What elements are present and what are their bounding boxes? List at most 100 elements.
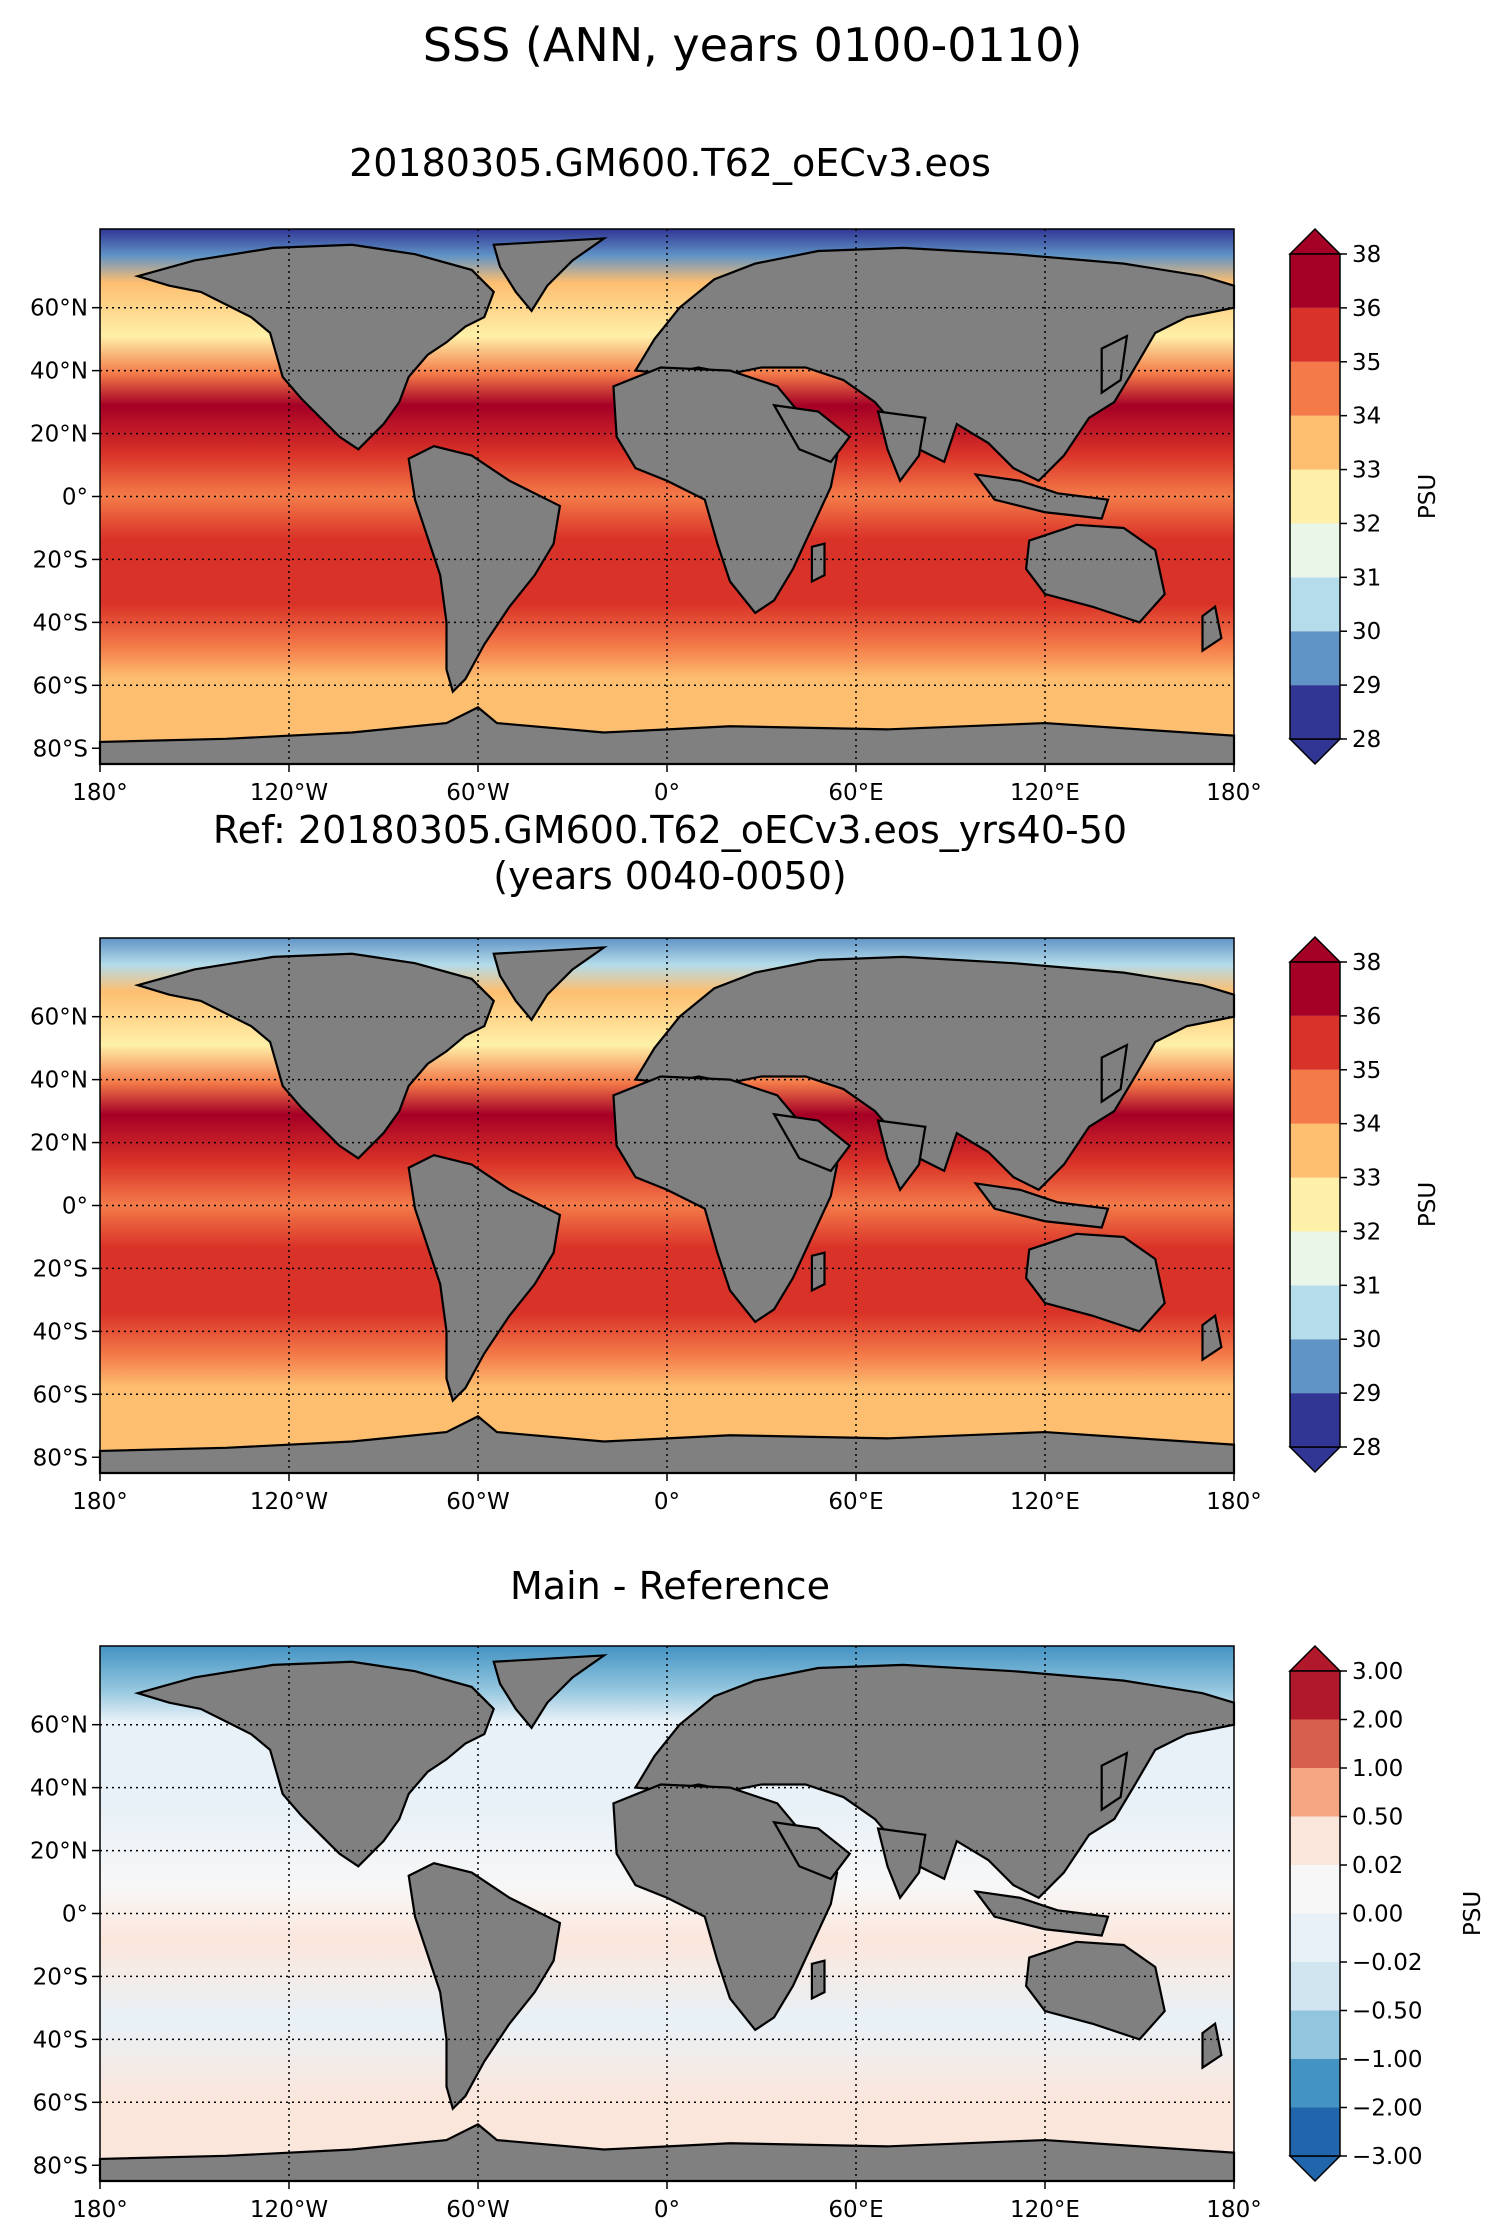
reference-gridlines (100, 938, 1234, 1473)
lon-tick-label: 120°W (250, 2197, 328, 2223)
colorbar-segment (1290, 1865, 1340, 1914)
lon-tick-label: 180° (1206, 1489, 1261, 1515)
colorbar-segment (1290, 1285, 1340, 1340)
colorbar-segment (1290, 577, 1340, 632)
main-map (98, 228, 1236, 766)
colorbar-units-label: PSU (1415, 1182, 1441, 1227)
colorbar-segment (1290, 2059, 1340, 2108)
colorbar-segment (1290, 469, 1340, 524)
lon-tick-label: 180° (1206, 2197, 1261, 2223)
colorbar-tick-label: 36 (1352, 296, 1381, 322)
main-colorbar: 28 29 30 31 32 33 34 35 36 38 PSU (1288, 227, 1441, 766)
figure-title: SSS (ANN, years 0100-0110) (422, 18, 1083, 72)
lon-tick-label: 60°E (828, 780, 883, 806)
colorbar-tick-label: 38 (1352, 950, 1381, 976)
lat-tick-label: 60°S (33, 1382, 88, 1408)
colorbar-extend-min (1288, 2155, 1342, 2183)
lon-tick-label: 0° (654, 1489, 680, 1515)
colorbar-tick-label: −0.50 (1352, 1999, 1422, 2025)
reference-map (98, 937, 1236, 1475)
colorbar-segment (1290, 361, 1340, 416)
lat-tick-label: 60°N (30, 1005, 88, 1031)
difference-map (98, 1645, 1236, 2183)
lon-tick-label: 60°W (446, 2197, 510, 2223)
lon-tick-label: 0° (654, 780, 680, 806)
colorbar-segment (1290, 523, 1340, 578)
colorbar-tick-label: −3.00 (1352, 2144, 1422, 2170)
colorbar-tick-label: 30 (1352, 619, 1381, 645)
lon-tick-label: 180° (72, 780, 127, 806)
colorbar-tick-label: −0.02 (1352, 1950, 1422, 1976)
colorbar-tick-label: 33 (1352, 458, 1381, 484)
colorbar-segment (1290, 1015, 1340, 1070)
colorbar-tick-label: 35 (1352, 350, 1381, 376)
lon-tick-label: 60°E (828, 2197, 883, 2223)
colorbar-tick-label: 32 (1352, 511, 1381, 537)
colorbar-tick-label: 34 (1352, 1112, 1381, 1138)
colorbar-segment (1290, 1231, 1340, 1286)
lat-tick-label: 20°N (30, 1131, 88, 1157)
colorbar-segment (1290, 1768, 1340, 1817)
colorbar-tick-label: 0.50 (1352, 1805, 1403, 1831)
lon-tick-label: 120°E (1010, 2197, 1080, 2223)
lat-tick-label: 40°S (33, 2027, 88, 2053)
colorbar-segment (1290, 1339, 1340, 1394)
lon-tick-label: 120°E (1010, 1489, 1080, 1515)
colorbar-extend-max (1288, 227, 1342, 255)
lat-tick-label: 40°N (30, 359, 88, 385)
main-panel-title: 20180305.GM600.T62_oECv3.eos (349, 141, 991, 185)
colorbar-segment (1290, 1393, 1340, 1447)
difference-gridlines (100, 1646, 1234, 2181)
difference-colorbar: −3.00 −2.00 −1.00 −0.50 −0.02 0.00 0.02 0.50 1.0… (1288, 1644, 1486, 2183)
lat-tick-label: 60°N (30, 1713, 88, 1739)
lat-tick-label: 40°S (33, 1319, 88, 1345)
colorbar-tick-label: 33 (1352, 1166, 1381, 1192)
lon-tick-label: 60°W (446, 1489, 510, 1515)
colorbar-segment (1290, 1177, 1340, 1232)
colorbar-tick-label: 36 (1352, 1004, 1381, 1030)
colorbar-segment (1290, 1816, 1340, 1865)
reference-colorbar: 28 29 30 31 32 33 34 35 36 38 PSU (1288, 935, 1441, 1474)
lat-tick-label: 20°N (30, 422, 88, 448)
colorbar-tick-label: 3.00 (1352, 1659, 1403, 1685)
colorbar-segment (1290, 1962, 1340, 2011)
lon-tick-label: 120°W (250, 1489, 328, 1515)
colorbar-segment (1290, 1671, 1340, 1720)
colorbar-tick-label: 38 (1352, 242, 1381, 268)
lat-tick-label: 20°S (33, 1256, 88, 1282)
colorbar-units-label: PSU (1460, 1891, 1486, 1936)
main-gridlines (100, 229, 1234, 764)
colorbar-segment (1290, 2107, 1340, 2156)
colorbar-tick-label: 29 (1352, 673, 1381, 699)
colorbar-tick-label: 0.02 (1352, 1853, 1403, 1879)
colorbar-tick-label: 34 (1352, 404, 1381, 430)
colorbar-segment (1290, 1123, 1340, 1178)
colorbar-tick-label: 31 (1352, 565, 1381, 591)
colorbar-tick-label: 1.00 (1352, 1756, 1403, 1782)
lat-tick-label: 0° (62, 1194, 88, 1220)
colorbar-extend-min (1288, 738, 1342, 766)
colorbar-tick-label: −2.00 (1352, 2096, 1422, 2122)
reference-panel-title-line2: (years 0040-0050) (493, 854, 847, 898)
colorbar-segment (1290, 415, 1340, 470)
lat-tick-label: 20°S (33, 1964, 88, 1990)
colorbar-segment (1290, 307, 1340, 362)
colorbar-extend-max (1288, 935, 1342, 963)
axis-ticks: 180° 120°W 60°W 0° 60°E 120°E 180° 60°N 40°N 20°N… (30, 296, 1262, 2223)
difference-panel-title: Main - Reference (510, 1564, 830, 1608)
lon-tick-label: 120°E (1010, 780, 1080, 806)
colorbar-tick-label: 28 (1352, 1435, 1381, 1461)
colorbar-segment (1290, 1913, 1340, 1962)
colorbar-segment (1290, 2010, 1340, 2059)
lon-tick-label: 180° (72, 2197, 127, 2223)
lon-tick-label: 60°E (828, 1489, 883, 1515)
lat-tick-label: 20°S (33, 547, 88, 573)
colorbars: 28 29 30 31 32 33 34 35 36 38 PSU 28 29 30 31 32 33 34 35 3… (1288, 227, 1486, 2183)
colorbar-tick-label: 31 (1352, 1273, 1381, 1299)
colorbar-tick-label: 0.00 (1352, 1902, 1403, 1928)
lat-tick-label: 60°N (30, 296, 88, 322)
colorbar-tick-label: −1.00 (1352, 2047, 1422, 2073)
colorbar-tick-label: 2.00 (1352, 1708, 1403, 1734)
lat-tick-label: 20°N (30, 1839, 88, 1865)
